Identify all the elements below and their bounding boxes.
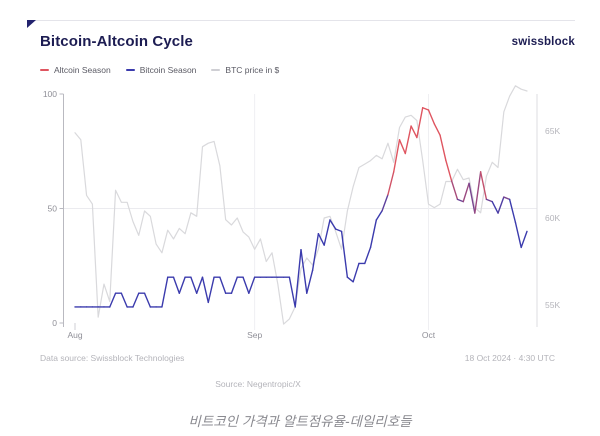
series-season-index-segment xyxy=(120,292,128,308)
chart-title: Bitcoin-Altcoin Cycle xyxy=(40,33,193,50)
legend-item-bitcoin-season: Bitcoin Season xyxy=(125,65,197,75)
series-season-index-segment xyxy=(445,159,453,182)
legend-marker xyxy=(40,69,49,71)
series-season-index-segment xyxy=(352,262,360,283)
series-season-index-segment xyxy=(288,276,296,308)
caption-korean: 비트코인 가격과 알트점유율-데일리호들 xyxy=(188,414,412,429)
timestamp-label: 18 Oct 2024 · 4:30 UTC xyxy=(464,353,555,363)
series-season-index-segment xyxy=(375,210,383,221)
right-axis-tick-label: 65K xyxy=(545,126,560,136)
series-season-index-segment xyxy=(491,200,499,214)
series-season-index-segment xyxy=(421,107,430,111)
series-season-index-segment xyxy=(427,109,435,125)
series-season-index-segment xyxy=(311,232,320,272)
legend-marker xyxy=(211,69,221,71)
legend-marker xyxy=(125,69,135,71)
legend-item-btc-price-in-: BTC price in $ xyxy=(211,65,279,75)
series-season-index-segment xyxy=(329,219,337,230)
legend-item-altcoin-season: Altcoin Season xyxy=(40,65,111,75)
series-season-index-segment xyxy=(479,171,488,201)
right-axis-tick-label: 60K xyxy=(545,213,560,223)
series-season-index-segment xyxy=(398,139,407,155)
series-season-index-segment xyxy=(416,107,424,139)
series-season-index-segment xyxy=(323,219,331,246)
series-season-index-segment xyxy=(248,276,256,294)
series-season-index-segment xyxy=(393,139,401,173)
series-season-index-segment xyxy=(439,134,447,162)
series-season-index-segment xyxy=(340,230,349,278)
series-season-index-segment xyxy=(335,228,343,233)
source-label: Source: Negentropic/X xyxy=(215,379,301,389)
series-season-index-segment xyxy=(195,276,204,294)
series-season-index-segment xyxy=(520,230,528,249)
corner-flag-icon xyxy=(27,20,36,28)
series-season-index-segment xyxy=(485,198,493,203)
series-season-index-segment xyxy=(143,292,152,308)
left-axis-tick-label: 50 xyxy=(48,204,58,214)
series-season-index-segment xyxy=(306,269,314,294)
left-axis-tick-label: 0 xyxy=(52,318,57,328)
series-season-index-segment xyxy=(242,276,250,294)
series-season-index-segment xyxy=(508,198,517,223)
series-season-index-segment xyxy=(201,276,209,304)
series-btc-price-line xyxy=(74,85,528,325)
series-season-index-segment xyxy=(207,276,215,304)
series-season-index-segment xyxy=(346,276,354,283)
month-label: Sep xyxy=(247,330,262,340)
series-season-index-segment xyxy=(190,276,198,294)
month-label: Oct xyxy=(422,330,436,340)
top-divider xyxy=(27,20,575,21)
series-season-index-segment xyxy=(364,246,372,265)
series-season-index-segment xyxy=(497,196,505,214)
legend-label: Bitcoin Season xyxy=(139,65,197,75)
series-season-index-segment xyxy=(410,125,418,139)
series-season-index-segment xyxy=(381,194,389,212)
series-season-index-segment xyxy=(503,196,511,201)
series-season-index-segment xyxy=(294,249,302,308)
series-season-index-segment xyxy=(462,182,470,203)
legend-label: Altcoin Season xyxy=(54,65,111,75)
series-season-index-segment xyxy=(387,171,395,196)
series-season-index-segment xyxy=(300,249,308,294)
series-season-index-segment xyxy=(178,276,186,294)
legend: Altcoin Season Bitcoin Season BTC price in… xyxy=(40,65,279,75)
series-season-index-segment xyxy=(474,171,482,214)
series-season-index-segment xyxy=(161,276,169,308)
left-axis-tick-label: 100 xyxy=(43,89,57,99)
right-axis-tick-label: 55K xyxy=(545,300,560,310)
data-source-label: Data source: Swissblock Technologies xyxy=(40,353,185,363)
series-season-index-segment xyxy=(433,123,441,136)
month-label: Aug xyxy=(67,330,82,340)
series-season-index-segment xyxy=(172,276,181,294)
cycle-chart: Aug Sep Oct 0 50 100 55K 60K 65K xyxy=(43,85,560,340)
series-season-index-segment xyxy=(230,276,238,294)
series-season-index-segment xyxy=(468,182,476,214)
series-season-index-segment xyxy=(456,198,464,203)
series-season-index-segment xyxy=(450,180,459,201)
series-season-index-segment xyxy=(369,219,378,249)
series-season-index-segment xyxy=(109,292,117,308)
series-season-index-segment xyxy=(514,221,522,249)
series-season-index-segment xyxy=(317,232,325,246)
series-season-index-segment xyxy=(219,276,227,294)
legend-label: BTC price in $ xyxy=(225,65,280,75)
series-season-index-segment xyxy=(404,125,412,155)
series-season-index-segment xyxy=(132,292,140,308)
brand-logo: swissblock xyxy=(511,36,575,48)
